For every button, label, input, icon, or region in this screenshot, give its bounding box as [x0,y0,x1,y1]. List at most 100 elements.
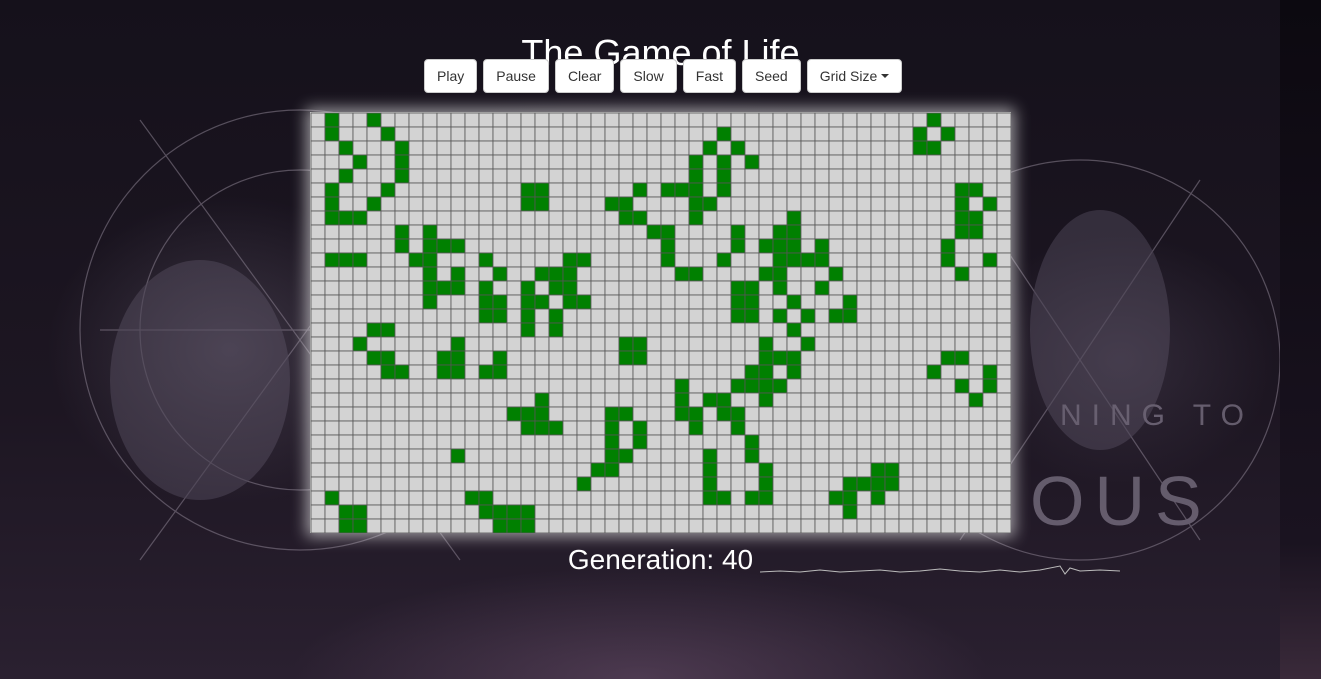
cell-dead[interactable] [982,238,998,254]
cell-dead[interactable] [884,490,900,506]
cell-dead[interactable] [632,112,648,128]
cell-alive[interactable] [394,140,410,156]
cell-alive[interactable] [422,266,438,282]
cell-dead[interactable] [478,476,494,492]
cell-dead[interactable] [982,406,998,422]
cell-dead[interactable] [730,434,746,450]
cell-alive[interactable] [786,210,802,226]
cell-dead[interactable] [646,518,662,533]
cell-dead[interactable] [506,308,522,324]
cell-dead[interactable] [618,434,634,450]
cell-alive[interactable] [380,322,396,338]
cell-dead[interactable] [352,420,368,436]
grid-size-dropdown[interactable]: Grid Size [806,59,903,93]
cell-dead[interactable] [632,322,648,338]
cell-alive[interactable] [352,518,368,533]
cell-alive[interactable] [926,112,942,128]
cell-dead[interactable] [422,154,438,170]
cell-dead[interactable] [618,364,634,380]
cell-dead[interactable] [814,434,830,450]
cell-dead[interactable] [772,462,788,478]
cell-dead[interactable] [352,266,368,282]
cell-dead[interactable] [842,462,858,478]
cell-alive[interactable] [492,518,508,533]
cell-dead[interactable] [926,350,942,366]
cell-dead[interactable] [926,280,942,296]
cell-alive[interactable] [786,322,802,338]
cell-dead[interactable] [716,420,732,436]
cell-dead[interactable] [450,224,466,240]
cell-dead[interactable] [856,322,872,338]
cell-dead[interactable] [954,392,970,408]
cell-dead[interactable] [996,504,1011,520]
cell-dead[interactable] [912,238,928,254]
cell-dead[interactable] [800,434,816,450]
cell-alive[interactable] [604,420,620,436]
cell-alive[interactable] [940,238,956,254]
cell-dead[interactable] [380,462,396,478]
cell-dead[interactable] [982,350,998,366]
cell-dead[interactable] [604,392,620,408]
cell-dead[interactable] [492,448,508,464]
cell-dead[interactable] [842,280,858,296]
cell-alive[interactable] [422,294,438,310]
cell-dead[interactable] [506,448,522,464]
cell-alive[interactable] [688,210,704,226]
cell-dead[interactable] [436,266,452,282]
cell-alive[interactable] [450,364,466,380]
cell-dead[interactable] [646,238,662,254]
cell-dead[interactable] [310,126,326,142]
cell-dead[interactable] [898,434,914,450]
cell-alive[interactable] [716,154,732,170]
cell-dead[interactable] [688,350,704,366]
cell-dead[interactable] [618,294,634,310]
cell-alive[interactable] [478,490,494,506]
cell-dead[interactable] [898,224,914,240]
cell-dead[interactable] [338,476,354,492]
cell-dead[interactable] [506,378,522,394]
cell-dead[interactable] [898,504,914,520]
cell-dead[interactable] [632,238,648,254]
cell-dead[interactable] [674,238,690,254]
cell-dead[interactable] [800,112,816,128]
cell-dead[interactable] [786,126,802,142]
cell-alive[interactable] [450,280,466,296]
cell-dead[interactable] [772,420,788,436]
cell-dead[interactable] [954,518,970,533]
cell-dead[interactable] [912,434,928,450]
cell-dead[interactable] [422,476,438,492]
cell-dead[interactable] [478,448,494,464]
cell-dead[interactable] [310,154,326,170]
cell-dead[interactable] [996,196,1011,212]
play-button[interactable]: Play [424,59,478,93]
cell-dead[interactable] [422,322,438,338]
cell-dead[interactable] [814,182,830,198]
cell-dead[interactable] [590,504,606,520]
cell-dead[interactable] [912,406,928,422]
cell-dead[interactable] [380,294,396,310]
cell-dead[interactable] [464,238,480,254]
cell-dead[interactable] [450,518,466,533]
cell-dead[interactable] [898,490,914,506]
cell-dead[interactable] [506,224,522,240]
seed-button[interactable]: Seed [742,59,801,93]
cell-dead[interactable] [352,434,368,450]
cell-dead[interactable] [842,126,858,142]
cell-dead[interactable] [758,112,774,128]
cell-dead[interactable] [744,322,760,338]
cell-dead[interactable] [744,518,760,533]
cell-dead[interactable] [352,350,368,366]
cell-dead[interactable] [842,224,858,240]
cell-dead[interactable] [394,266,410,282]
cell-dead[interactable] [380,434,396,450]
cell-dead[interactable] [576,168,592,184]
cell-dead[interactable] [674,322,690,338]
cell-dead[interactable] [716,434,732,450]
cell-dead[interactable] [520,154,536,170]
cell-alive[interactable] [716,490,732,506]
cell-dead[interactable] [548,476,564,492]
cell-dead[interactable] [744,182,760,198]
cell-alive[interactable] [772,252,788,268]
cell-alive[interactable] [968,210,984,226]
cell-dead[interactable] [730,350,746,366]
